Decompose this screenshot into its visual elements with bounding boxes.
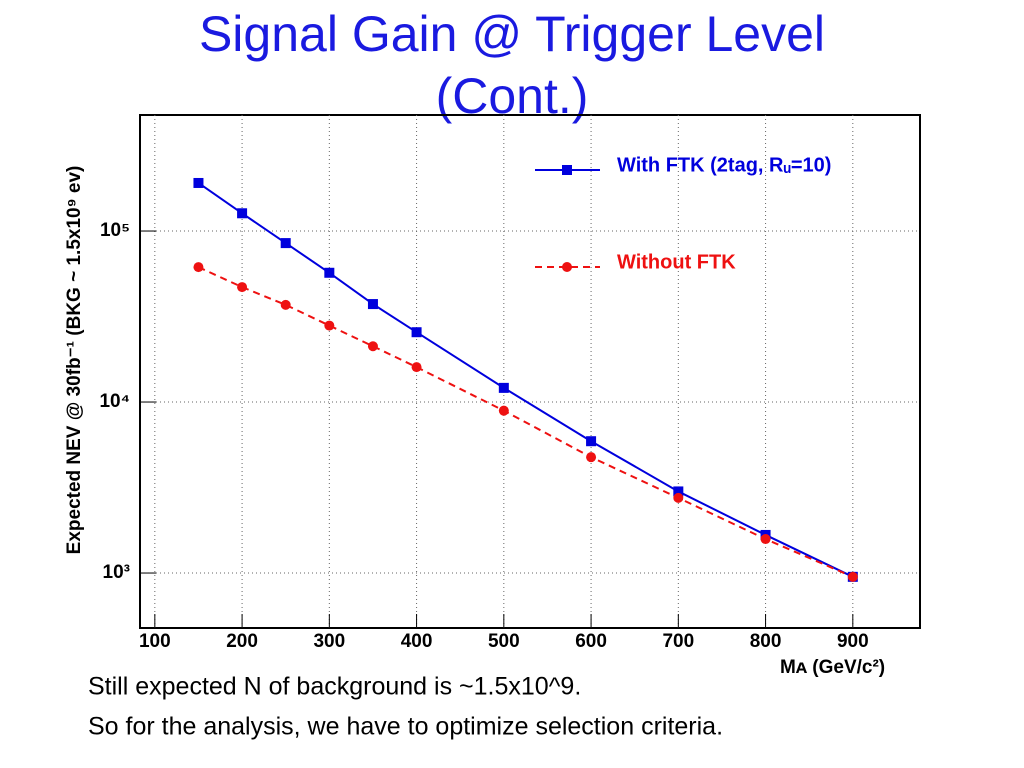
x-tick-label: 900: [837, 631, 869, 652]
marker: [237, 208, 248, 219]
marker: [324, 320, 335, 331]
marker: [280, 299, 291, 310]
marker: [367, 299, 378, 310]
x-tick-label: 400: [401, 631, 433, 652]
marker: [367, 341, 378, 352]
plot-frame: [139, 114, 921, 629]
marker: [586, 452, 597, 463]
marker: [237, 282, 248, 293]
marker: [586, 436, 597, 447]
y-tick-label: 10³: [103, 562, 130, 583]
legend-marker: [562, 165, 572, 175]
y-tick-label: 10⁵: [100, 220, 130, 241]
x-tick-label: 100: [139, 631, 171, 652]
marker: [411, 327, 422, 338]
note: So for the analysis, we have to optimize…: [88, 713, 723, 741]
marker: [673, 492, 684, 503]
marker: [847, 571, 858, 582]
x-tick-label: 800: [750, 631, 782, 652]
note: Still expected N of background is ~1.5x1…: [88, 673, 581, 701]
x-tick-label: 700: [662, 631, 694, 652]
y-tick-label: 10⁴: [99, 391, 130, 412]
legend-label: With FTK (2tag, Rᵤ=10): [617, 154, 831, 176]
marker: [280, 238, 291, 249]
marker: [498, 382, 509, 393]
marker: [193, 177, 204, 188]
marker: [324, 267, 335, 278]
x-tick-label: 500: [488, 631, 520, 652]
marker: [760, 534, 771, 545]
marker: [193, 262, 204, 273]
marker: [673, 486, 684, 497]
legend-label: Without FTK: [617, 251, 736, 273]
y-axis-label: Expected NEV @ 30fb⁻¹ (BKG ~ 1.5x10⁹ ev): [64, 166, 85, 555]
x-axis-label: Mᴀ (GeV/c²): [780, 657, 885, 678]
x-tick-label: 300: [313, 631, 345, 652]
title-line: Signal Gain @ Trigger Level: [199, 6, 825, 62]
series-line: [197, 182, 854, 578]
legend-marker: [562, 262, 572, 272]
marker: [411, 362, 422, 373]
x-tick-label: 600: [575, 631, 607, 652]
x-tick-label: 200: [226, 631, 258, 652]
marker: [498, 405, 509, 416]
